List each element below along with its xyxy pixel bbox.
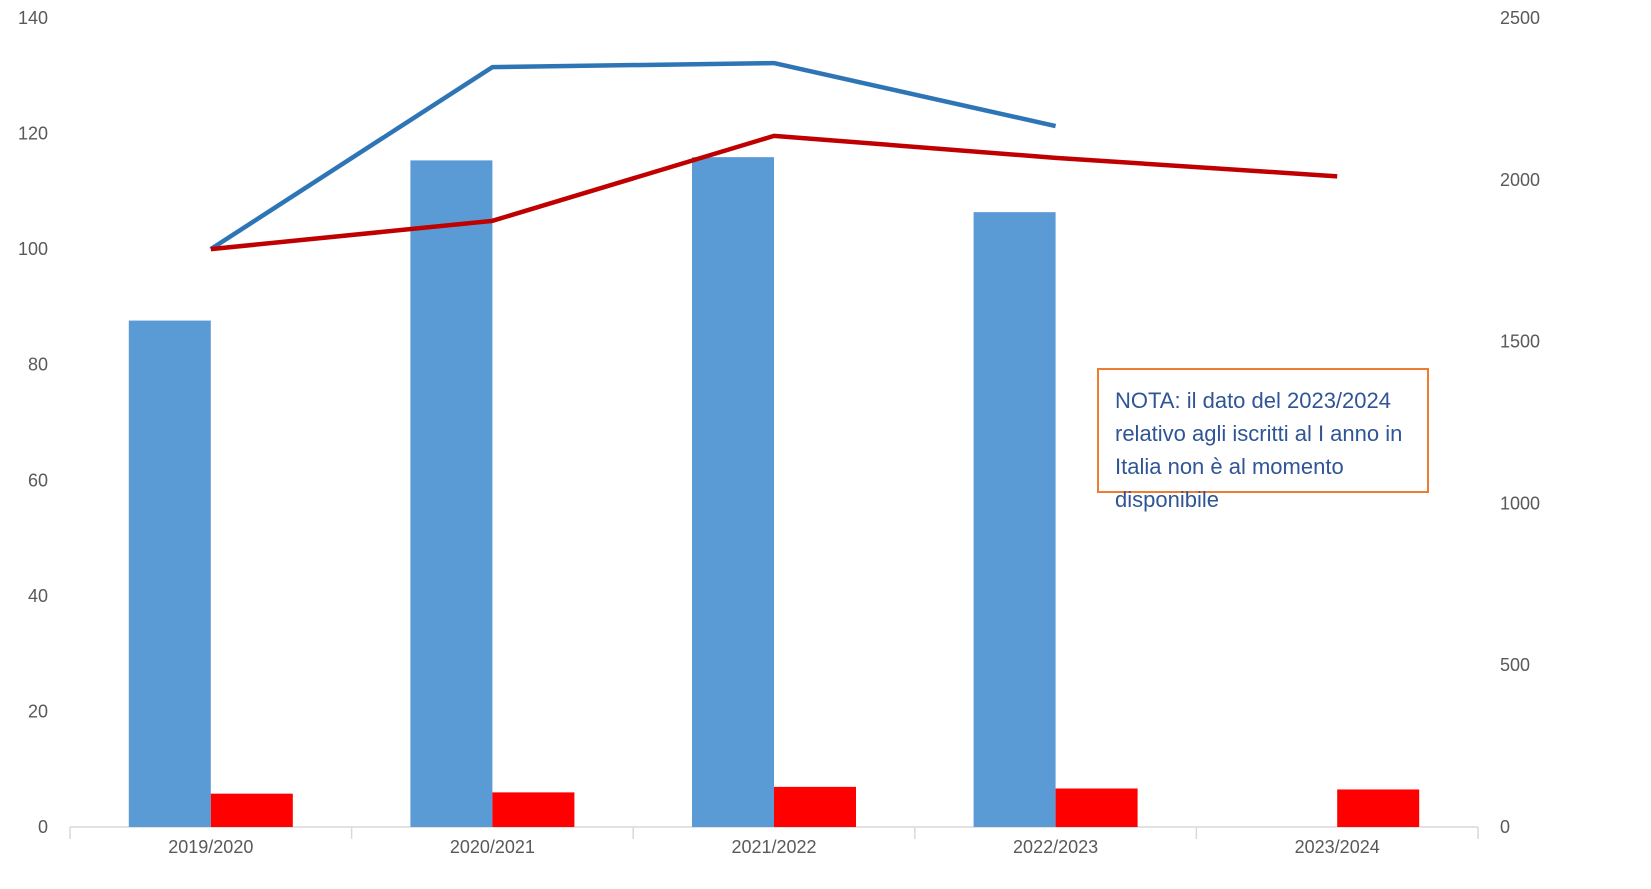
left-axis-tick-label: 20	[28, 701, 48, 721]
bar-series-2-2022/2023	[1055, 788, 1138, 827]
right-axis-tick-label: 0	[1500, 817, 1510, 837]
right-axis-tick-label: 500	[1500, 655, 1530, 675]
tick-labels: 0 20 40 60 80 100 120 140 0 500 1000 1500 2000 2500 20…	[18, 8, 1540, 857]
left-axis-tick-label: 120	[18, 124, 48, 144]
right-axis-tick-label: 1500	[1500, 332, 1540, 352]
bar-series-2-2023/2024	[1337, 789, 1420, 827]
bars	[128, 157, 1420, 827]
category-label: 2022/2023	[1013, 837, 1098, 857]
note-box: NOTA: il dato del 2023/2024 relativo agl…	[1097, 368, 1429, 512]
left-axis-tick-label: 140	[18, 8, 48, 28]
left-axis-tick-label: 80	[28, 355, 48, 375]
left-axis-tick-label: 40	[28, 586, 48, 606]
bar-series-2-2021/2022	[774, 786, 856, 827]
right-axis-tick-label: 2500	[1500, 8, 1540, 28]
left-axis-tick-label: 100	[18, 239, 48, 259]
bar-series-1-2021/2022	[692, 157, 774, 827]
right-axis-tick-label: 2000	[1500, 170, 1540, 190]
category-label: 2020/2021	[450, 837, 535, 857]
left-axis-tick-label: 60	[28, 470, 48, 490]
bar-series-2-2020/2021	[492, 792, 575, 827]
category-label: 2021/2022	[731, 837, 816, 857]
category-label: 2019/2020	[168, 837, 253, 857]
left-axis-tick-label: 0	[38, 817, 48, 837]
lines	[209, 60, 1338, 252]
line-series-1	[209, 60, 1057, 252]
bar-series-1-2022/2023	[973, 212, 1056, 827]
category-label: 2023/2024	[1295, 837, 1380, 857]
right-axis-tick-label: 1000	[1500, 493, 1540, 513]
bar-series-2-2019/2020	[210, 793, 293, 827]
bar-series-1-2020/2021	[410, 160, 493, 827]
bar-series-1-2019/2020	[128, 320, 211, 827]
line-series-2	[210, 133, 1338, 252]
